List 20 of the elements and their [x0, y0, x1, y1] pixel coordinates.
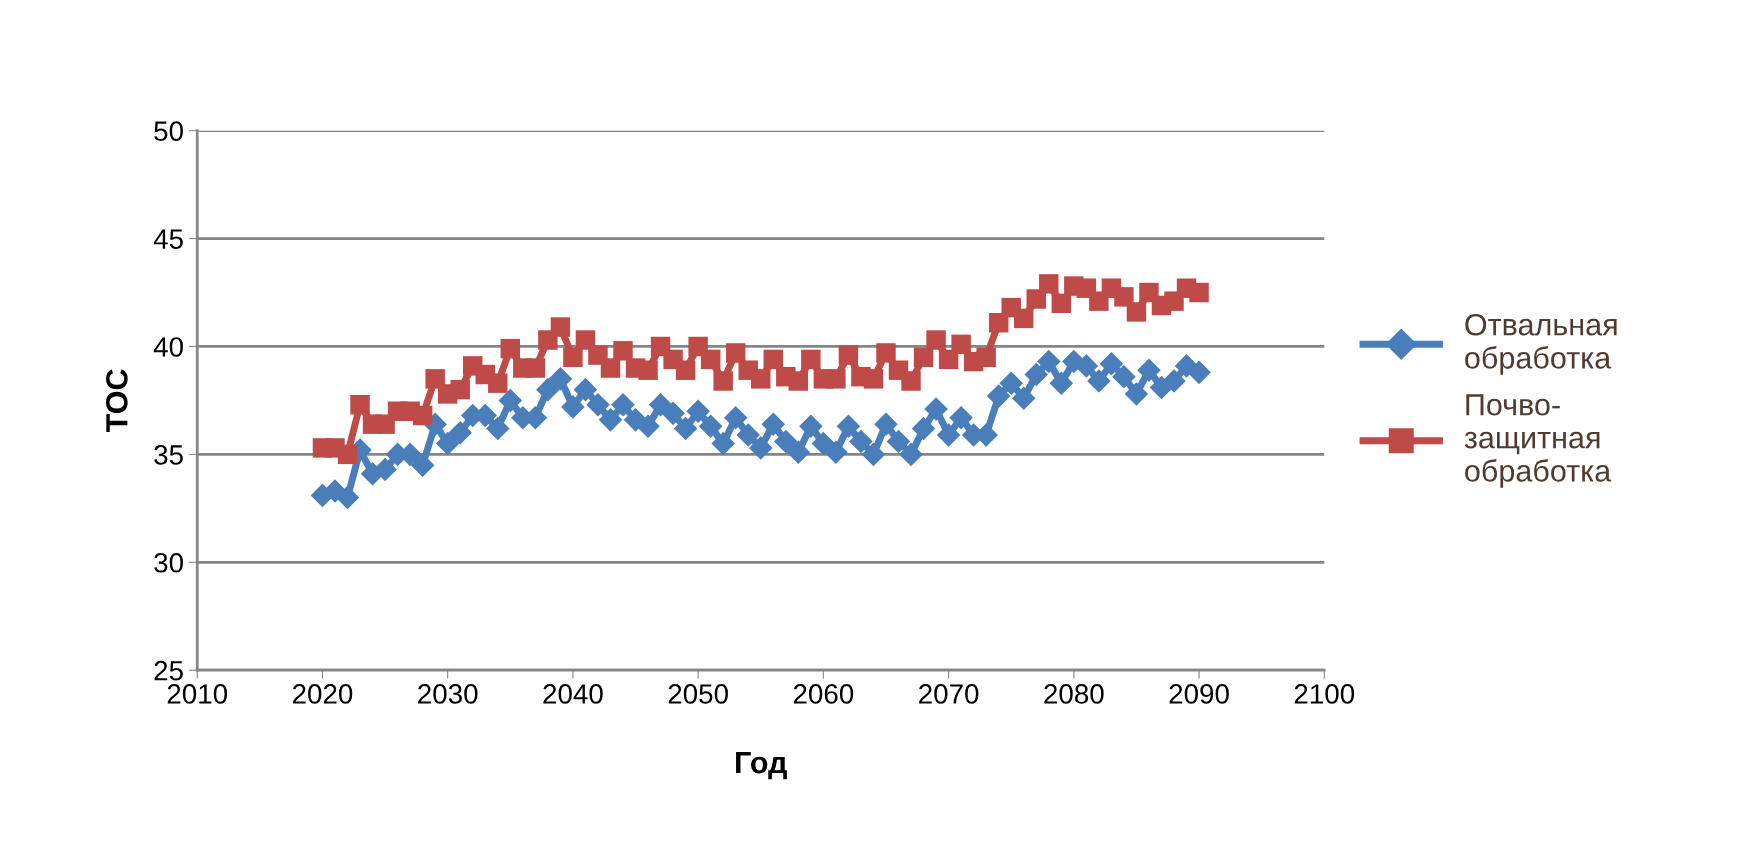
y-tick-label: 45 [153, 229, 183, 249]
x-tick-label: 2100 [1294, 684, 1355, 704]
x-tick-label: 2040 [543, 684, 603, 704]
y-axis-title: TOC [106, 369, 128, 433]
y-tick-label: 25 [154, 660, 183, 681]
x-tick-label: 2070 [919, 684, 979, 704]
legend-label: Отвальная обработка [1465, 313, 1617, 375]
y-tick-label: 50 [154, 121, 183, 141]
x-tick-label: 2020 [292, 684, 353, 704]
x-tick-label: 2060 [793, 684, 854, 704]
x-axis-title: Год [736, 752, 787, 780]
x-tick-label: 2080 [1044, 684, 1104, 704]
y-tick-label: 35 [154, 445, 183, 465]
x-tick-label: 2030 [418, 684, 478, 704]
y-tick-label: 30 [154, 552, 183, 573]
x-tick-label: 2010 [167, 684, 228, 704]
x-tick-label: 2050 [668, 684, 728, 704]
legend-label: Почво-защитная обработка [1464, 394, 1612, 488]
x-tick-label: 2090 [1169, 684, 1229, 704]
y-tick-label: 40 [153, 337, 183, 357]
